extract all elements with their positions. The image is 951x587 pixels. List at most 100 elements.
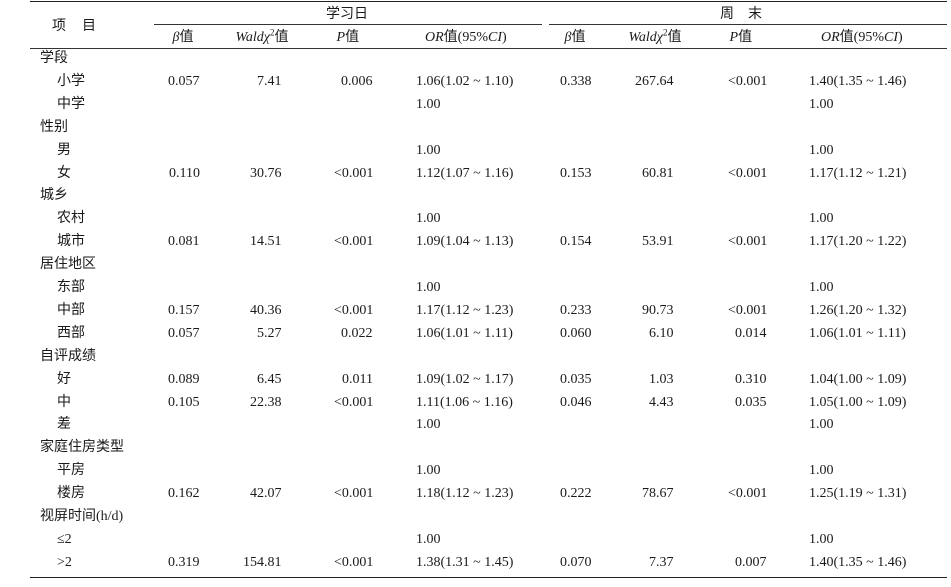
p-value-weekend: 0.014: [735, 325, 767, 341]
p-value-weekend: <0.001: [728, 73, 768, 89]
p-value-header: P值: [730, 29, 753, 47]
row-level-label: 平房: [57, 463, 85, 479]
or-end: ): [898, 30, 903, 45]
row-level-label: 中: [57, 394, 71, 410]
row-level-label: 好: [57, 371, 71, 387]
or-value-study-day: 1.00: [416, 211, 441, 227]
wald-value-weekend: 1.03: [649, 371, 674, 387]
wald-suffix: 值: [274, 30, 289, 45]
p-value-study-day: <0.001: [334, 234, 374, 250]
wald-value-weekend: 4.43: [649, 394, 674, 410]
or-value-study-day: 1.00: [416, 531, 441, 547]
or-value-study-day: 1.06(1.02 ~ 1.10): [416, 73, 514, 89]
or-value-weekend: 1.00: [809, 96, 834, 112]
row-level-label: 男: [57, 142, 71, 158]
chi-superscript: 2: [662, 27, 668, 38]
group-header-study-day: 学习日: [326, 7, 368, 22]
or-value-weekend: 1.25(1.19 ~ 1.31): [809, 486, 907, 502]
row-level-label: 差: [57, 417, 71, 433]
beta-value-study-day: 0.057: [168, 73, 200, 89]
p-value-study-day: <0.001: [334, 486, 374, 502]
row-level-label: 小学: [57, 73, 85, 89]
beta-value-weekend: 0.035: [560, 371, 592, 387]
wald-value-study-day: 154.81: [243, 554, 282, 570]
or-value-weekend: 1.40(1.35 ~ 1.46): [809, 554, 907, 570]
wald-suffix: 值: [667, 30, 682, 45]
or-value-weekend: 1.00: [809, 531, 834, 547]
or-mid: 值(95%: [839, 30, 884, 45]
beta-value-study-day: 0.162: [168, 486, 200, 502]
p-value-weekend: 0.310: [735, 371, 767, 387]
p-value-study-day: 0.006: [341, 73, 373, 89]
or-symbol: OR: [821, 30, 840, 45]
row-level-label: 城市: [57, 234, 85, 250]
wald-value-study-day: 22.38: [250, 394, 282, 410]
row-level-label: 中部: [57, 302, 85, 318]
beta-header: β值: [565, 29, 586, 47]
p-value-weekend: <0.001: [728, 234, 768, 250]
chi-symbol: χ: [656, 30, 663, 45]
item-header: 项 目: [52, 19, 97, 34]
p-symbol: P: [336, 30, 346, 45]
wald-value-weekend: 53.91: [642, 234, 674, 250]
row-level-label: ≤2: [57, 531, 72, 547]
row-level-label: 西部: [57, 325, 85, 341]
p-value-weekend: <0.001: [728, 486, 768, 502]
group2-underline: [549, 24, 947, 25]
wald-symbol: Wald: [628, 30, 657, 45]
wald-value-weekend: 6.10: [649, 325, 674, 341]
wald-value-weekend: 60.81: [642, 165, 674, 181]
or-value-study-day: 1.00: [416, 96, 441, 112]
or-value-study-day: 1.00: [416, 463, 441, 479]
or-value-study-day: 1.06(1.01 ~ 1.11): [416, 325, 513, 341]
p-value-weekend: <0.001: [728, 165, 768, 181]
or-ci-header: OR值(95%CI): [425, 29, 507, 47]
row-level-label: >2: [57, 554, 72, 570]
or-value-weekend: 1.17(1.20 ~ 1.22): [809, 234, 907, 250]
row-category-label: 性别: [40, 119, 68, 135]
or-value-study-day: 1.00: [416, 280, 441, 295]
or-value-weekend: 1.05(1.00 ~ 1.09): [809, 394, 907, 410]
or-value-study-day: 1.09(1.02 ~ 1.17): [416, 371, 514, 387]
chi-symbol: χ: [263, 30, 270, 45]
wald-value-study-day: 5.27: [257, 325, 282, 341]
or-value-weekend: 1.40(1.35 ~ 1.46): [809, 73, 907, 89]
or-ci-header: OR值(95%CI): [821, 29, 903, 47]
p-value-weekend: 0.007: [735, 554, 767, 570]
beta-suffix: 值: [179, 30, 194, 45]
or-value-weekend: 1.00: [809, 417, 834, 433]
or-value-weekend: 1.00: [809, 280, 834, 295]
beta-header: β值: [173, 29, 194, 47]
wald-value-weekend: 78.67: [642, 486, 674, 502]
or-value-weekend: 1.26(1.20 ~ 1.32): [809, 302, 907, 318]
bottom-rule: [30, 577, 947, 578]
beta-value-weekend: 0.222: [560, 486, 592, 502]
p-symbol: P: [729, 30, 739, 45]
row-level-label: 农村: [57, 211, 85, 227]
beta-value-study-day: 0.089: [168, 371, 200, 387]
beta-value-weekend: 0.154: [560, 234, 592, 250]
beta-value-study-day: 0.057: [168, 325, 200, 341]
group-header-weekend: 周 末: [720, 7, 762, 22]
wald-value-study-day: 7.41: [257, 73, 282, 89]
wald-value-weekend: 7.37: [649, 554, 674, 570]
or-value-study-day: 1.18(1.12 ~ 1.23): [416, 486, 514, 502]
p-value-header: P值: [337, 29, 360, 47]
or-symbol: OR: [425, 30, 444, 45]
p-value-study-day: <0.001: [334, 302, 374, 318]
row-category-label: 居住地区: [40, 257, 96, 273]
beta-value-study-day: 0.319: [168, 554, 200, 570]
or-value-study-day: 1.09(1.04 ~ 1.13): [416, 234, 514, 250]
or-mid: 值(95%: [443, 30, 488, 45]
ci-symbol: CI: [488, 30, 502, 45]
or-end: ): [502, 30, 507, 45]
or-value-study-day: 1.17(1.12 ~ 1.23): [416, 302, 514, 318]
or-value-weekend: 1.06(1.01 ~ 1.11): [809, 325, 906, 341]
p-suffix: 值: [738, 30, 753, 45]
wald-value-weekend: 90.73: [642, 302, 674, 318]
or-value-weekend: 1.17(1.12 ~ 1.21): [809, 165, 907, 181]
or-value-study-day: 1.00: [416, 417, 441, 433]
p-suffix: 值: [345, 30, 360, 45]
ci-symbol: CI: [884, 30, 898, 45]
